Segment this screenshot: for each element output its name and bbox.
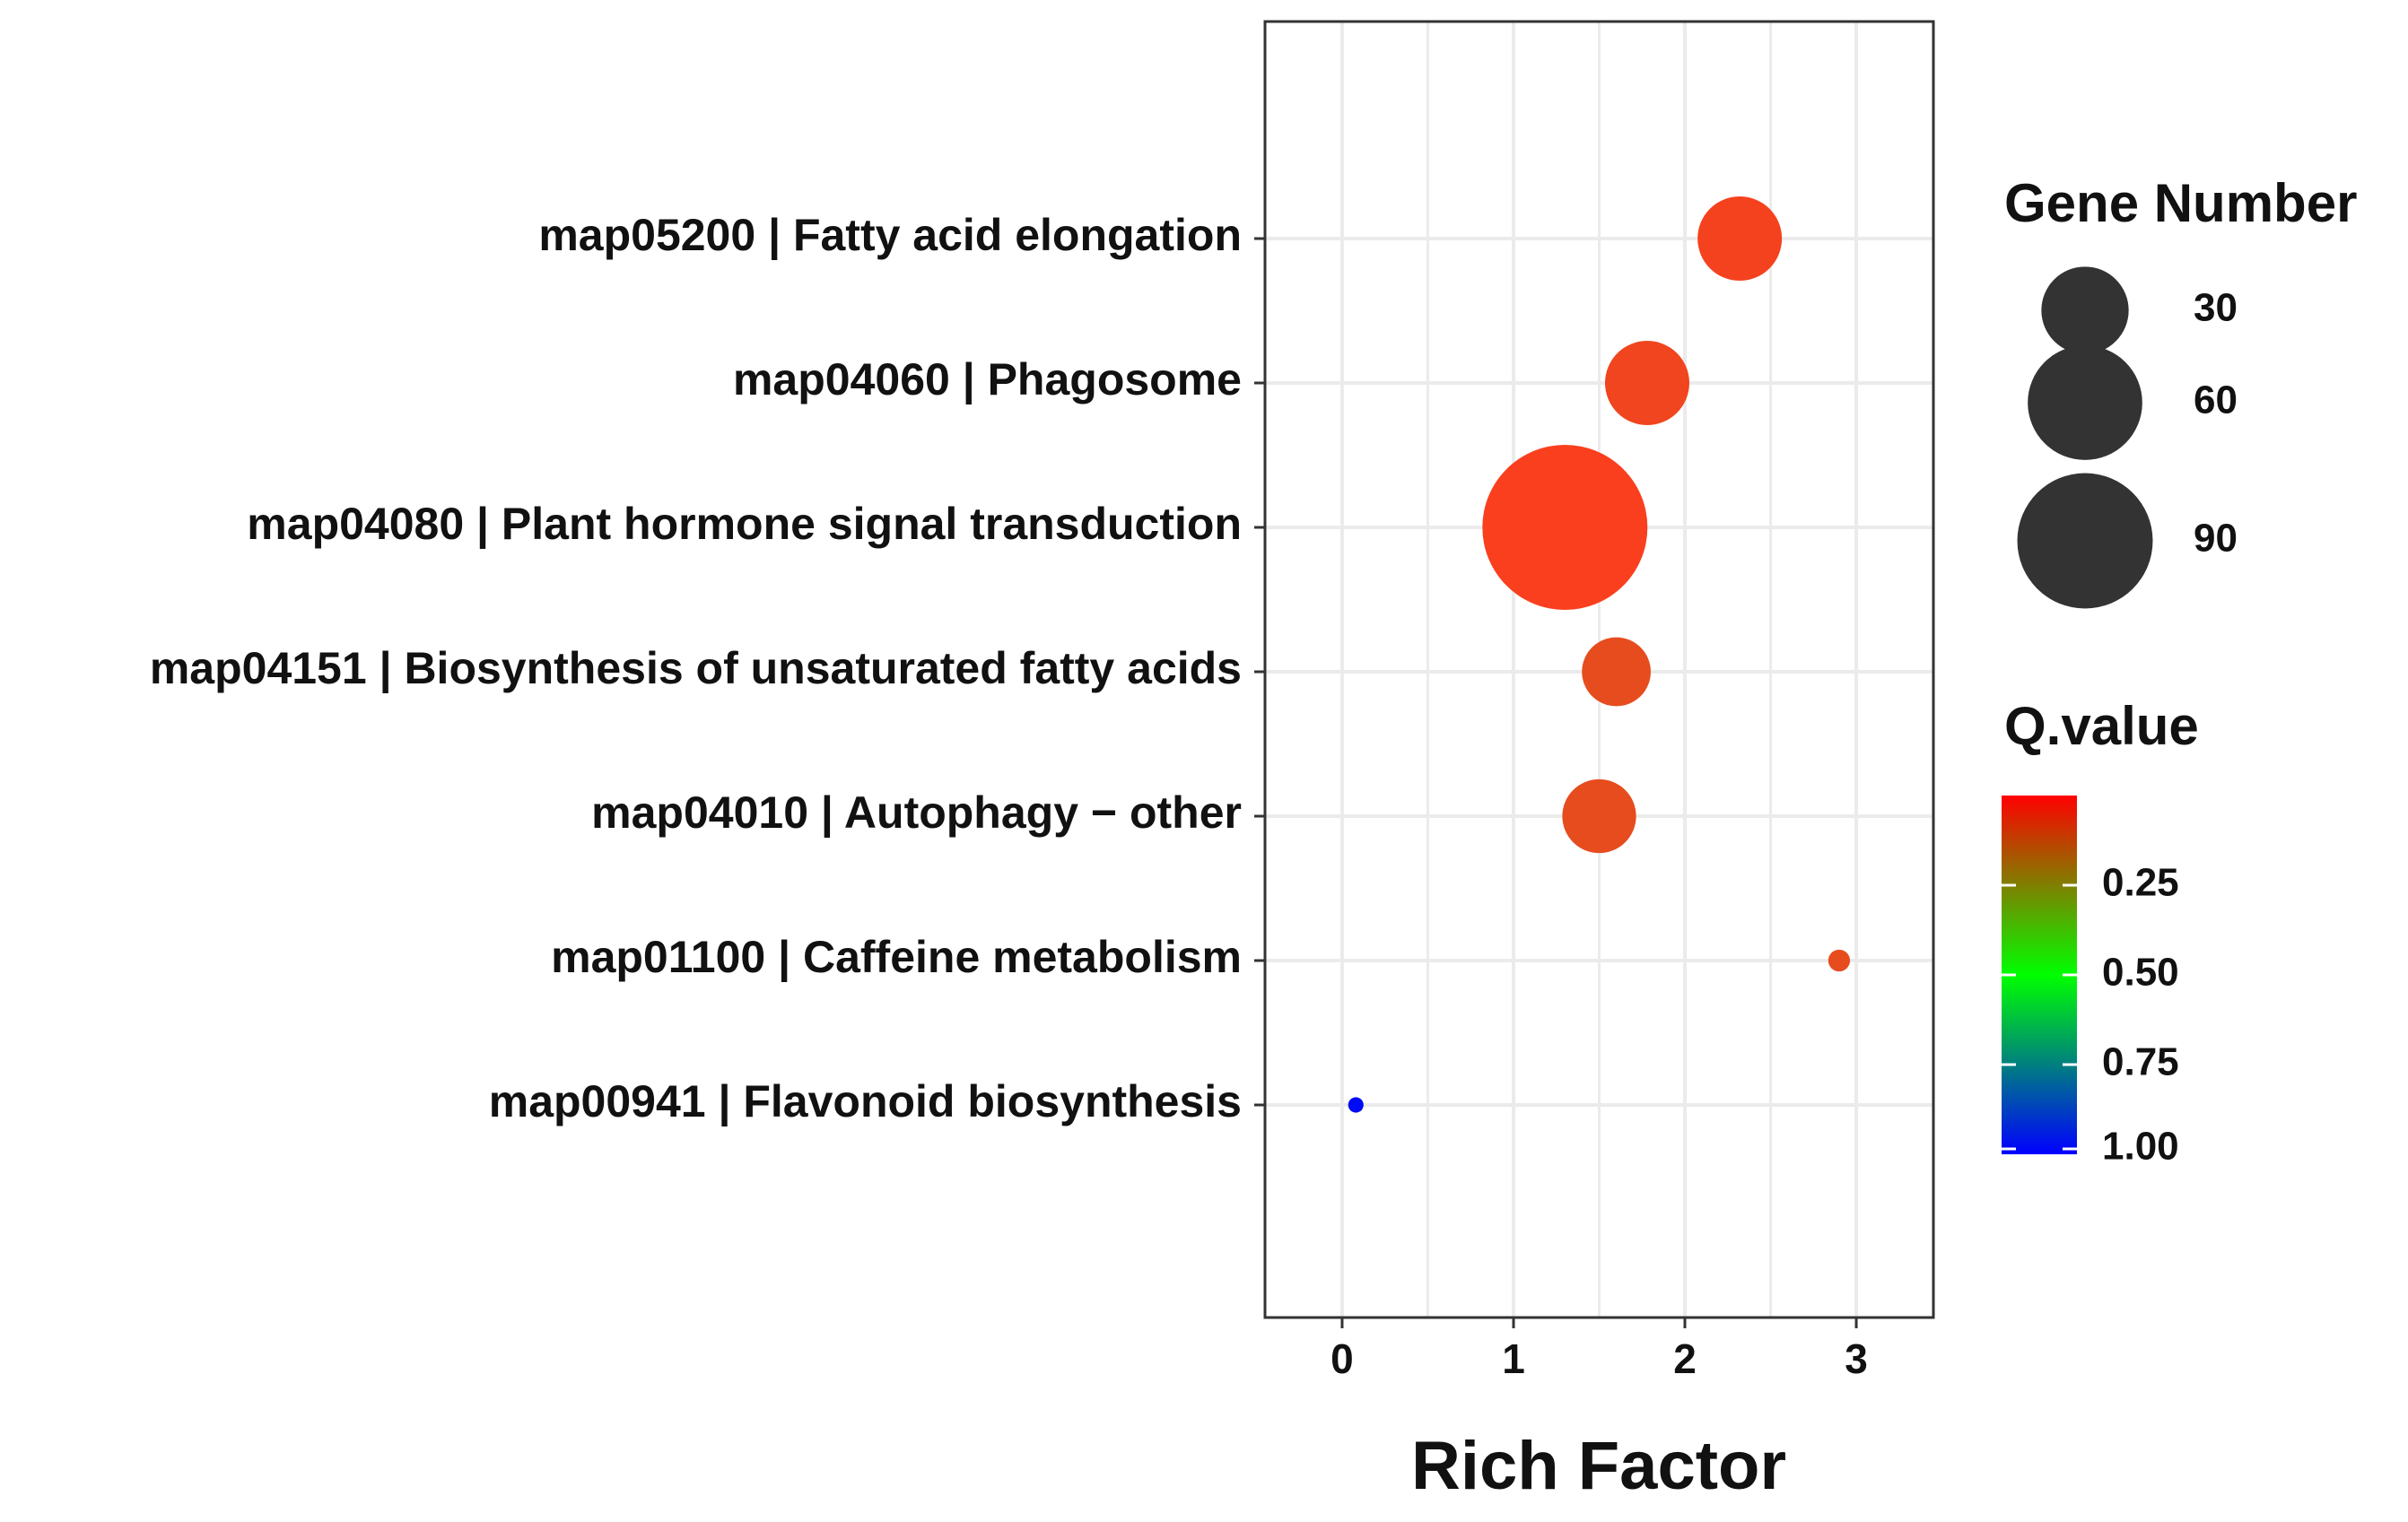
x-axis-title: Rich Factor: [1411, 1428, 1786, 1504]
size-legend-label: 30: [2194, 286, 2238, 330]
color-legend-label: 1.00: [2102, 1125, 2179, 1169]
color-legend-label: 0.75: [2102, 1040, 2179, 1084]
y-axis-tick-label: map01100 | Caffeine metabolism: [551, 932, 1242, 983]
size-legend-key: [2017, 473, 2153, 609]
size-legend-key: [2041, 266, 2129, 354]
data-point: [1562, 778, 1636, 854]
y-axis-tick-label: map04060 | Phagosome: [733, 354, 1242, 405]
y-axis-tick-label: map05200 | Fatty acid elongation: [538, 210, 1242, 261]
data-point: [1482, 445, 1648, 610]
data-point: [1582, 637, 1651, 707]
x-axis: 0 1 2 3: [1331, 1318, 1868, 1382]
plot-panel-border: [1263, 20, 1935, 1319]
y-axis-tick-label: map04151 | Biosynthesis of unsaturated f…: [150, 643, 1242, 694]
color-legend-label: 0.25: [2102, 861, 2179, 905]
size-legend: 30 60 90: [2017, 266, 2238, 609]
data-point: [1348, 1097, 1364, 1113]
y-axis-tick-label: map04080 | Plant hormone signal transduc…: [247, 499, 1242, 550]
size-legend-key: [2028, 345, 2142, 460]
data-points: [1348, 196, 1851, 1113]
color-legend-title: Q.value: [2004, 696, 2199, 756]
size-legend-label: 90: [2194, 517, 2238, 561]
x-axis-tick-label: 3: [1845, 1335, 1868, 1382]
x-axis-tick-label: 1: [1502, 1335, 1525, 1382]
x-axis-tick-label: 0: [1331, 1335, 1354, 1382]
color-legend-label: 0.50: [2102, 951, 2179, 995]
data-point: [1604, 341, 1689, 425]
x-axis-tick-label: 2: [1673, 1335, 1697, 1382]
y-axis: map05200 | Fatty acid elongation map04060…: [150, 210, 1265, 1127]
y-axis-tick-label: map00941 | Flavonoid biosynthesis: [489, 1076, 1242, 1127]
color-legend: 0.25 0.50 0.75 1.00: [2002, 861, 2179, 1169]
y-axis-tick-label: map04010 | Autophagy − other: [591, 787, 1242, 839]
size-legend-title: Gene Number: [2004, 173, 2357, 233]
size-legend-label: 60: [2194, 378, 2238, 422]
data-point: [1828, 949, 1851, 972]
data-point: [1697, 196, 1783, 281]
